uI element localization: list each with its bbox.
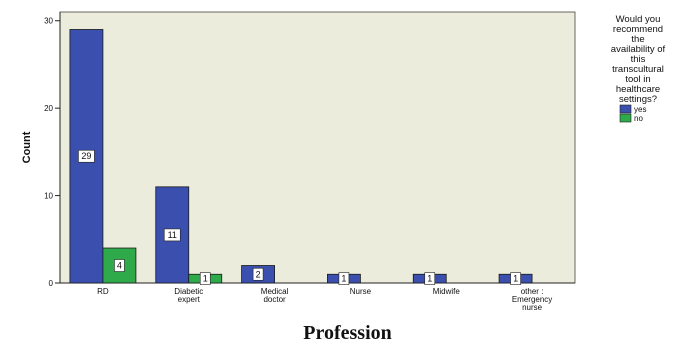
y-tick-label: 20 <box>44 104 53 113</box>
x-tick-label: nurse <box>522 303 543 312</box>
y-tick-label: 10 <box>44 192 53 201</box>
plot-area <box>59 11 576 284</box>
x-tick-label: Emergency <box>512 295 552 304</box>
data-label-box <box>252 267 264 281</box>
x-tick-label: other : <box>521 287 544 296</box>
x-tick-label: expert <box>178 295 201 304</box>
x-tick-label: Diabetic <box>174 287 203 296</box>
data-label-box <box>199 272 211 285</box>
data-label: 4 <box>117 261 122 271</box>
data-label: 1 <box>341 274 346 284</box>
legend-title-line: transcultural <box>612 64 664 75</box>
data-label: 1 <box>427 274 432 284</box>
legend-entry-no: no <box>634 114 643 123</box>
legend-title-line: availability of <box>611 44 666 55</box>
legend-title-line: tool in <box>625 74 650 85</box>
x-tick-label: Nurse <box>350 287 372 296</box>
data-label: 1 <box>513 274 518 284</box>
data-label: 2 <box>256 269 261 279</box>
legend-swatch-yes <box>619 104 632 114</box>
legend-title-line: recommend <box>613 24 663 35</box>
data-label: 29 <box>81 151 91 161</box>
x-tick-label: Medical <box>261 287 289 296</box>
data-label: 11 <box>168 230 177 240</box>
y-tick-label: 0 <box>49 279 54 288</box>
data-label-box <box>163 228 181 242</box>
data-label-box <box>510 272 521 285</box>
data-label-box <box>78 149 95 163</box>
x-tick-label: RD <box>97 287 109 296</box>
legend-title-line: healthcare <box>616 84 660 95</box>
legend-title-line: this <box>631 54 646 65</box>
y-axis-label: Count <box>21 131 33 163</box>
data-label-box <box>424 272 436 285</box>
data-label-box <box>338 272 350 285</box>
data-label: 1 <box>203 274 208 284</box>
legend-title-line: Would you <box>616 14 661 25</box>
x-axis-label: Profession <box>303 322 392 344</box>
legend-entry-yes: yes <box>634 105 646 114</box>
x-tick-label: doctor <box>263 295 286 304</box>
data-label-box <box>114 259 125 272</box>
legend-swatch-no <box>619 113 632 123</box>
legend-title-line: settings? <box>619 94 657 105</box>
y-tick-label: 30 <box>44 17 53 26</box>
x-tick-label: Midwife <box>433 287 461 296</box>
legend-title-line: the <box>631 34 644 45</box>
